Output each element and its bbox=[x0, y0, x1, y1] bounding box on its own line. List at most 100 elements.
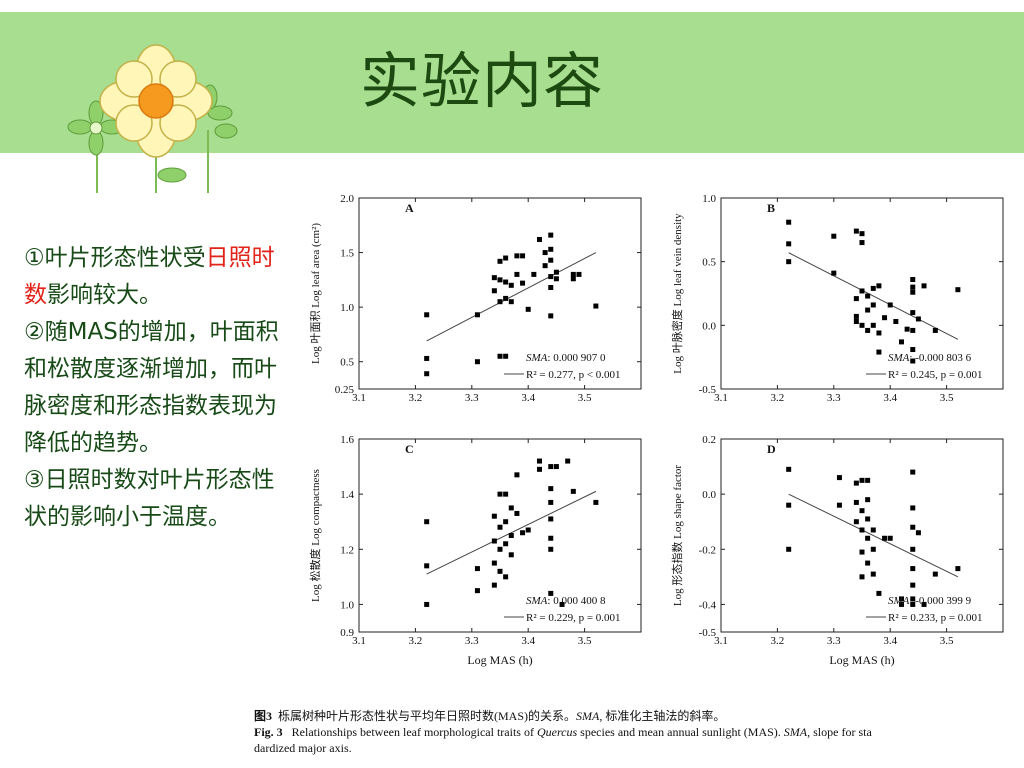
data-point bbox=[491, 275, 497, 281]
data-point bbox=[876, 283, 882, 289]
x-tick-label: 3.2 bbox=[771, 635, 785, 647]
x-tick-label: 3.4 bbox=[521, 392, 535, 404]
data-point bbox=[548, 232, 554, 238]
data-point bbox=[836, 475, 842, 481]
y-tick-label: -0.4 bbox=[699, 599, 717, 611]
data-point bbox=[859, 508, 865, 514]
data-point bbox=[831, 270, 837, 276]
y-tick-label: -0.5 bbox=[699, 627, 717, 639]
data-point bbox=[497, 277, 503, 283]
data-point bbox=[853, 313, 859, 319]
data-point bbox=[910, 596, 916, 602]
data-point bbox=[424, 519, 430, 525]
data-point bbox=[865, 535, 871, 541]
x-tick-label: 3.1 bbox=[352, 392, 366, 404]
y-axis-label: Log 松散度 Log compactness bbox=[308, 469, 322, 602]
x-tick-label: 3.5 bbox=[578, 635, 592, 647]
x-tick-label: 3.2 bbox=[409, 635, 423, 647]
data-point bbox=[865, 497, 871, 503]
panel-letter: C bbox=[405, 442, 414, 456]
data-point bbox=[932, 571, 938, 577]
flower-logo-icon bbox=[67, 44, 238, 193]
data-point bbox=[831, 233, 837, 239]
data-point bbox=[915, 530, 921, 536]
x-tick-label: 3.3 bbox=[827, 392, 841, 404]
data-point bbox=[870, 527, 876, 533]
data-point bbox=[514, 271, 520, 277]
data-point bbox=[474, 359, 480, 365]
data-point bbox=[915, 316, 921, 322]
x-tick-label: 3.4 bbox=[883, 392, 897, 404]
data-point bbox=[859, 527, 865, 533]
point-1-text: ①叶片形态性状受 bbox=[24, 245, 206, 271]
data-point bbox=[859, 574, 865, 580]
point-1-tail: 影响较大。 bbox=[47, 282, 162, 308]
data-point bbox=[491, 538, 497, 544]
data-point bbox=[548, 274, 554, 280]
x-tick-label: 3.5 bbox=[578, 392, 592, 404]
data-point bbox=[474, 312, 480, 318]
y-tick-label: -0.2 bbox=[699, 544, 716, 556]
data-point bbox=[853, 228, 859, 234]
data-point bbox=[593, 499, 599, 505]
data-point bbox=[548, 499, 554, 505]
caption-en-c: slope for sta bbox=[813, 725, 872, 739]
panel-frame bbox=[358, 197, 642, 390]
y-tick-label: 0.5 bbox=[340, 357, 354, 369]
data-point bbox=[859, 549, 865, 555]
figure-caption: 图3 栎属树种叶片形态性状与平均年日照时数(MAS)的关系。SMA, 标准化主轴… bbox=[254, 708, 1024, 756]
x-tick-label: 3.4 bbox=[883, 635, 897, 647]
data-point bbox=[955, 287, 961, 293]
data-point bbox=[570, 276, 576, 282]
data-point bbox=[503, 255, 509, 261]
data-point bbox=[786, 466, 792, 472]
data-point bbox=[548, 284, 554, 290]
panel-letter: D bbox=[767, 442, 776, 456]
data-point bbox=[876, 590, 882, 596]
data-point bbox=[910, 546, 916, 552]
data-point bbox=[898, 339, 904, 345]
data-point bbox=[424, 312, 430, 318]
data-point bbox=[865, 327, 871, 333]
data-point bbox=[497, 299, 503, 305]
data-point bbox=[503, 574, 509, 580]
data-point bbox=[865, 560, 871, 566]
panel-letter: B bbox=[767, 201, 775, 215]
data-point bbox=[570, 271, 576, 277]
y-tick-label: 1.6 bbox=[340, 434, 354, 446]
data-point bbox=[548, 464, 554, 470]
y-tick-label: 1.0 bbox=[702, 193, 716, 205]
data-point bbox=[876, 349, 882, 355]
y-tick-label: 2.0 bbox=[340, 193, 354, 205]
panel-frame bbox=[720, 438, 1004, 633]
y-tick-label: 0.0 bbox=[702, 489, 716, 501]
data-point bbox=[553, 464, 559, 470]
data-point bbox=[910, 347, 916, 353]
scatter-figure: 3.1 3.2 3.3 3.4 3.5 0.25 0.5 1.0 1.5 2.0 A Log 叶面积 … bbox=[308, 193, 1004, 667]
data-point bbox=[503, 491, 509, 497]
data-point bbox=[865, 293, 871, 299]
data-point bbox=[865, 516, 871, 522]
panel-C: 3.1 3.2 3.3 3.4 3.5 0.9 1.0 1.2 1.4 1.6 C Log 松散度 L… bbox=[308, 434, 642, 667]
data-point bbox=[910, 327, 916, 333]
data-point bbox=[525, 306, 531, 312]
data-point bbox=[520, 280, 526, 286]
data-point bbox=[424, 371, 430, 377]
y-tick-label: 1.2 bbox=[340, 544, 354, 556]
data-point bbox=[786, 502, 792, 508]
data-point bbox=[424, 601, 430, 607]
data-point bbox=[508, 533, 514, 538]
data-point bbox=[491, 582, 497, 588]
data-point bbox=[497, 524, 503, 530]
data-point bbox=[503, 353, 509, 359]
data-point bbox=[520, 253, 526, 259]
data-point bbox=[865, 307, 871, 313]
data-point bbox=[870, 322, 876, 328]
data-point bbox=[553, 269, 559, 275]
data-point bbox=[474, 588, 480, 594]
panel-frame bbox=[720, 197, 1004, 390]
data-point bbox=[876, 330, 882, 336]
data-point bbox=[548, 246, 554, 252]
x-tick-label: 3.1 bbox=[714, 635, 728, 647]
y-tick-label: 1.0 bbox=[340, 599, 354, 611]
